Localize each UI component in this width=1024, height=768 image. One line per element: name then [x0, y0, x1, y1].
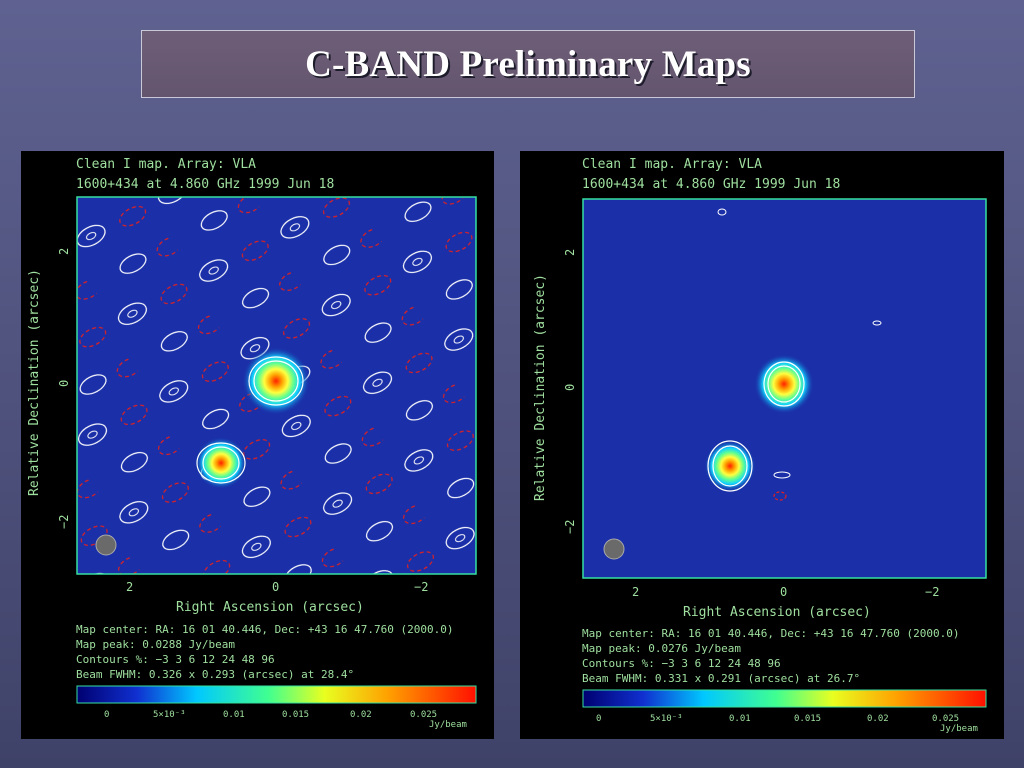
colorbar-tick: 0.01 [223, 710, 245, 720]
y-tick-label: −2 [563, 520, 577, 534]
map-panel-right: Clean I map. Array: VLA 1600+434 at 4.86… [520, 151, 1004, 739]
colorbar-tick: 5×10⁻³ [153, 710, 186, 720]
y-axis-label: Relative Declination (arcsec) [533, 274, 548, 501]
contours-text: Contours %: −3 3 6 12 24 48 96 [76, 653, 275, 666]
y-tick-label: −2 [57, 515, 71, 529]
x-tick-label: 0 [272, 580, 279, 594]
map-peak-text: Map peak: 0.0276 Jy/beam [582, 642, 741, 655]
source-primary [754, 354, 814, 414]
colorbar-tick: 0.025 [410, 710, 437, 720]
slide-title-box: C-BAND Preliminary Maps [141, 30, 915, 98]
colorbar-tick: 0.02 [867, 714, 889, 724]
colorbar-tick: 5×10⁻³ [650, 714, 683, 724]
x-axis-label: Right Ascension (arcsec) [176, 600, 364, 615]
colorbar-tick: 0.025 [932, 714, 959, 724]
colorbar-tick: 0 [596, 714, 601, 724]
map-plot-area [582, 198, 987, 579]
colorbar: 0 5×10⁻³ 0.01 0.015 0.02 0.025 Jy/beam [76, 685, 477, 730]
map-figure-left: Clean I map. Array: VLA 1600+434 at 4.86… [27, 157, 477, 730]
map-header-line2: 1600+434 at 4.860 GHz 1999 Jun 18 [582, 177, 840, 192]
x-tick-label: −2 [925, 585, 939, 599]
map-center-text: Map center: RA: 16 01 40.446, Dec: +43 1… [582, 627, 960, 640]
colorbar-unit: Jy/beam [940, 724, 978, 734]
x-tick-label: 0 [780, 585, 787, 599]
beam-fwhm-text: Beam FWHM: 0.326 x 0.293 (arcsec) at 28.… [76, 668, 354, 681]
map-figure-right: Clean I map. Array: VLA 1600+434 at 4.86… [533, 157, 987, 734]
colorbar-tick: 0.015 [282, 710, 309, 720]
x-tick-label: −2 [414, 580, 428, 594]
slide-title: C-BAND Preliminary Maps [305, 43, 751, 85]
colorbar: 0 5×10⁻³ 0.01 0.015 0.02 0.025 Jy/beam [582, 689, 987, 734]
y-tick-label: 2 [563, 249, 577, 256]
map-plot-area [76, 196, 477, 575]
x-tick-label: 2 [632, 585, 639, 599]
map-header-line1: Clean I map. Array: VLA [582, 157, 762, 172]
beam-ellipse [603, 538, 625, 560]
colorbar-tick: 0.01 [729, 714, 751, 724]
x-tick-label: 2 [126, 580, 133, 594]
source-secondary [704, 440, 756, 492]
source-primary [242, 347, 310, 415]
map-center-text: Map center: RA: 16 01 40.446, Dec: +43 1… [76, 623, 454, 636]
colorbar-tick: 0.015 [794, 714, 821, 724]
contours-text: Contours %: −3 3 6 12 24 48 96 [582, 657, 781, 670]
y-tick-label: 0 [57, 380, 71, 387]
map-header-line2: 1600+434 at 4.860 GHz 1999 Jun 18 [76, 177, 334, 192]
colorbar-unit: Jy/beam [429, 720, 467, 730]
colorbar-tick: 0 [104, 710, 109, 720]
y-axis-label: Relative Declination (arcsec) [27, 269, 42, 496]
y-tick-label: 2 [57, 248, 71, 255]
y-tick-label: 0 [563, 384, 577, 391]
map-peak-text: Map peak: 0.0288 Jy/beam [76, 638, 235, 651]
beam-fwhm-text: Beam FWHM: 0.331 x 0.291 (arcsec) at 26.… [582, 672, 860, 685]
map-panel-left: Clean I map. Array: VLA 1600+434 at 4.86… [21, 151, 494, 739]
colorbar-tick: 0.02 [350, 710, 372, 720]
x-axis-label: Right Ascension (arcsec) [683, 605, 871, 620]
map-header-line1: Clean I map. Array: VLA [76, 157, 256, 172]
source-secondary [195, 437, 247, 489]
beam-ellipse [95, 534, 117, 556]
